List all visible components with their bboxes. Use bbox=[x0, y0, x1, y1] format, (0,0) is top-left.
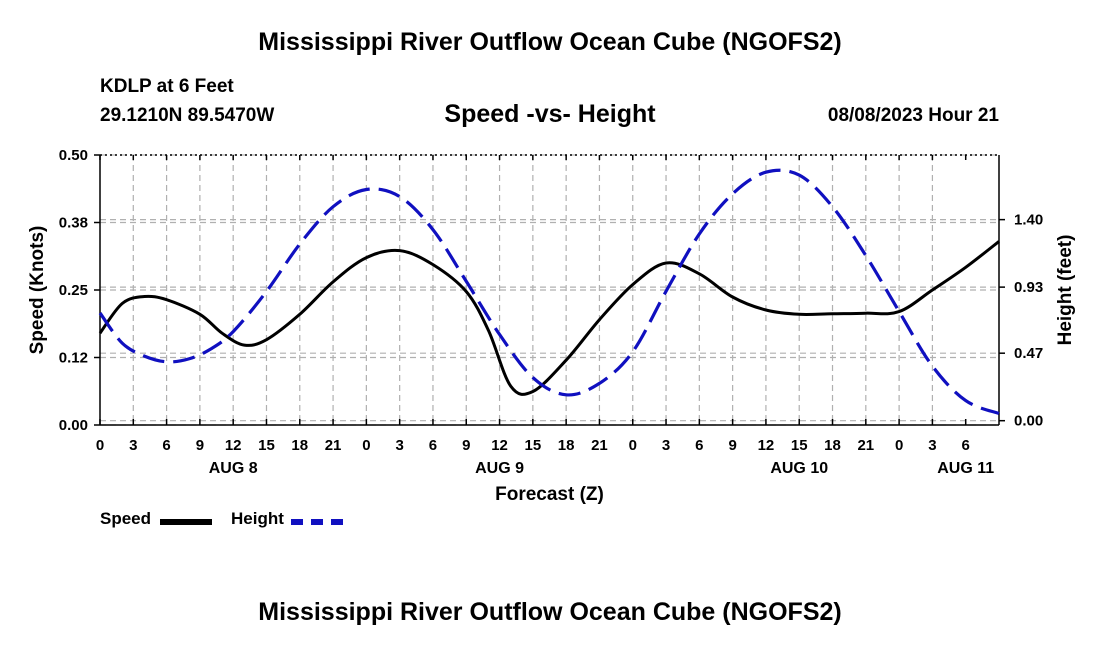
x-tick-label: 6 bbox=[162, 437, 170, 454]
x-tick-label: 3 bbox=[662, 437, 670, 454]
x-tick-label: 18 bbox=[291, 437, 308, 454]
x-tick-label: 3 bbox=[928, 437, 936, 454]
x-tick-label: 0 bbox=[895, 437, 903, 454]
x-tick-label: 9 bbox=[728, 437, 736, 454]
x-tick-label: 0 bbox=[96, 437, 104, 454]
x-tick-label: 12 bbox=[491, 437, 508, 454]
x-tick-label: 3 bbox=[129, 437, 137, 454]
station-coordinates: 29.1210N 89.5470W bbox=[100, 105, 275, 126]
left-tick-label: 0.12 bbox=[59, 350, 88, 367]
chart-subtitle: Speed -vs- Height bbox=[444, 100, 656, 128]
x-tick-label: 21 bbox=[857, 437, 874, 454]
right-axis-title: Height (feet) bbox=[1055, 235, 1076, 346]
x-tick-label: 3 bbox=[395, 437, 403, 454]
series-line-height bbox=[98, 168, 1000, 416]
left-tick-label: 0.50 bbox=[59, 147, 88, 164]
legend-height-label: Height bbox=[231, 509, 284, 528]
x-tick-label: 12 bbox=[225, 437, 242, 454]
x-day-label: AUG 10 bbox=[770, 460, 828, 477]
x-tick-label: 12 bbox=[758, 437, 775, 454]
right-tick-label: 0.93 bbox=[1014, 279, 1043, 296]
x-tick-label: 6 bbox=[695, 437, 703, 454]
legend-speed-label: Speed bbox=[100, 509, 152, 528]
series-line-speed bbox=[98, 240, 1000, 396]
legend-speed-swatch bbox=[160, 519, 212, 525]
left-axis-title: Speed (Knots) bbox=[27, 226, 48, 355]
x-day-label: AUG 9 bbox=[475, 460, 524, 477]
x-tick-label: 6 bbox=[962, 437, 970, 454]
right-tick-label: 1.40 bbox=[1014, 212, 1043, 229]
x-tick-label: 15 bbox=[258, 437, 275, 454]
left-tick-label: 0.25 bbox=[59, 282, 88, 299]
x-tick-label: 21 bbox=[325, 437, 342, 454]
right-tick-label: 0.00 bbox=[1014, 413, 1043, 430]
x-tick-label: 9 bbox=[462, 437, 470, 454]
x-tick-label: 18 bbox=[824, 437, 841, 454]
right-tick-label: 0.47 bbox=[1014, 345, 1043, 362]
x-day-label: AUG 11 bbox=[937, 460, 994, 477]
left-tick-label: 0.38 bbox=[59, 215, 88, 232]
x-tick-label: 0 bbox=[362, 437, 370, 454]
x-tick-label: 0 bbox=[629, 437, 637, 454]
x-day-label: AUG 8 bbox=[209, 460, 258, 477]
left-tick-label: 0.00 bbox=[59, 417, 88, 434]
x-tick-label: 15 bbox=[791, 437, 808, 454]
x-tick-label: 6 bbox=[429, 437, 437, 454]
legend-height-swatch bbox=[291, 519, 343, 525]
x-axis-title: Forecast (Z) bbox=[495, 484, 604, 505]
footer-title: Mississippi River Outflow Ocean Cube (NG… bbox=[258, 598, 842, 626]
x-tick-label: 21 bbox=[591, 437, 608, 454]
x-tick-label: 15 bbox=[525, 437, 542, 454]
x-tick-label: 18 bbox=[558, 437, 575, 454]
main-title: Mississippi River Outflow Ocean Cube (NG… bbox=[258, 28, 842, 56]
station-label: KDLP at 6 Feet bbox=[100, 76, 234, 97]
forecast-datetime: 08/08/2023 Hour 21 bbox=[827, 105, 999, 126]
x-tick-label: 9 bbox=[196, 437, 204, 454]
